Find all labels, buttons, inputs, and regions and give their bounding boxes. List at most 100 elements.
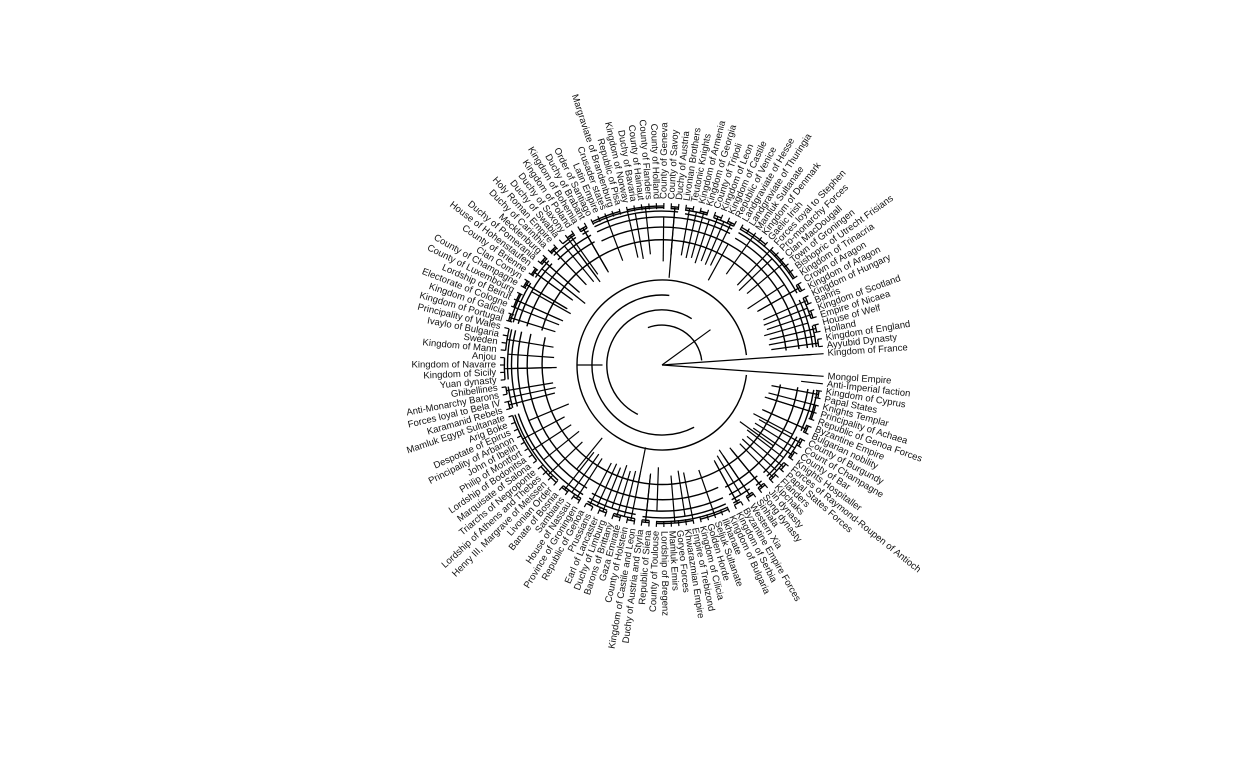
leaf-branch <box>516 435 522 439</box>
leaf-branch <box>513 298 520 303</box>
leaf-branch <box>648 203 650 210</box>
leaf-label: Kingdom of Navarre <box>412 360 496 371</box>
leaf-branch <box>726 217 731 224</box>
leaf-branch <box>763 482 769 489</box>
leaf-branch <box>510 421 516 425</box>
clade-stem <box>552 248 587 285</box>
leaf-branch <box>524 278 531 283</box>
leaf-branch <box>713 211 717 218</box>
clade-stem <box>768 335 815 346</box>
leaf-branch <box>537 464 543 470</box>
leaf-branch <box>520 441 525 445</box>
clade-stem <box>739 443 774 478</box>
leaf-branch <box>805 424 812 428</box>
leaf-branch <box>751 491 757 498</box>
clade-stem <box>514 307 560 326</box>
clade-stem <box>563 245 595 283</box>
leaf-label: Lordship of Bregenz <box>658 531 670 616</box>
leaf-branch <box>778 257 784 263</box>
root-arc <box>606 309 693 416</box>
leaf-branch <box>814 330 821 334</box>
leaf-branch <box>532 460 537 464</box>
leaf-branch <box>791 275 798 280</box>
leaf-branch <box>501 386 506 389</box>
leaf-branch <box>611 513 615 520</box>
clade-stem <box>543 430 580 461</box>
clade-stem <box>738 258 773 292</box>
leaf-label: Anjou <box>472 351 497 363</box>
clade-stem <box>758 286 801 312</box>
leaf-branch <box>684 204 687 211</box>
leaf-branch <box>528 272 535 277</box>
leaf-branch <box>739 224 744 231</box>
leaf-branch <box>590 219 595 226</box>
clade-stem <box>746 262 784 295</box>
leaf-branch <box>733 220 737 227</box>
clade-stem <box>690 211 705 259</box>
leaf-branch <box>801 374 824 377</box>
clade-stem <box>531 424 572 451</box>
leaf-branch <box>504 400 511 403</box>
leaf-branch <box>684 519 687 526</box>
leaf-branch <box>812 403 819 407</box>
clade-stem <box>542 259 579 293</box>
leaf-branch <box>802 295 809 299</box>
clade-stem <box>522 416 565 440</box>
clade-stem <box>528 403 570 422</box>
leaf-branch <box>778 467 784 473</box>
leaf-branch <box>783 462 789 467</box>
clade-stem <box>531 291 571 315</box>
clade-stem <box>677 470 686 517</box>
clade-stem <box>680 208 691 256</box>
clade-stem <box>576 437 603 470</box>
clade-arc <box>596 216 731 235</box>
clade-stem <box>723 456 751 497</box>
clade-stem <box>763 307 808 326</box>
leaf-branch <box>553 244 559 250</box>
leaf-branch <box>692 517 695 524</box>
clade-stem <box>630 473 641 521</box>
leaf-branch <box>640 204 643 211</box>
leaf-branch <box>677 203 680 210</box>
clade-stem <box>771 342 819 351</box>
leaf-branch <box>532 266 539 271</box>
clade-stem <box>571 453 600 493</box>
leaf-branch <box>542 470 548 476</box>
leaf-branch <box>648 520 650 527</box>
leaf-branch <box>808 309 815 313</box>
clade-stem <box>602 467 622 512</box>
clade-stem <box>611 465 628 509</box>
clade-stem <box>771 385 819 396</box>
clade-stem <box>547 441 583 476</box>
leaf-branch <box>751 232 757 239</box>
clade-stem <box>507 353 555 359</box>
leaf-branch <box>745 495 750 502</box>
clade-stem <box>763 299 808 321</box>
leaf-branch <box>763 241 769 248</box>
leaf-branch <box>501 341 507 344</box>
leaf-branch <box>520 285 527 290</box>
clade-stem <box>753 413 793 435</box>
leaf-branch <box>524 447 529 452</box>
clade-stem <box>644 475 651 523</box>
clade-stem <box>524 283 567 309</box>
leaf-branch <box>706 209 710 216</box>
clade-stem <box>741 438 778 472</box>
clade-stem <box>575 458 603 499</box>
leaf-branch <box>558 485 564 491</box>
clade-stem <box>656 467 659 512</box>
clade-arc <box>731 488 751 501</box>
root-arc <box>647 324 703 361</box>
leaf-branch <box>506 407 513 411</box>
leaf-branch <box>795 444 802 449</box>
clade-arc <box>553 236 577 256</box>
clade-stem <box>758 418 801 444</box>
leaf-branch <box>625 517 629 524</box>
leaf-branch <box>814 396 821 400</box>
clade-stem <box>623 470 637 517</box>
leaf-branch <box>810 316 817 320</box>
leaf-branch <box>783 263 789 268</box>
clade-stem <box>731 450 763 488</box>
